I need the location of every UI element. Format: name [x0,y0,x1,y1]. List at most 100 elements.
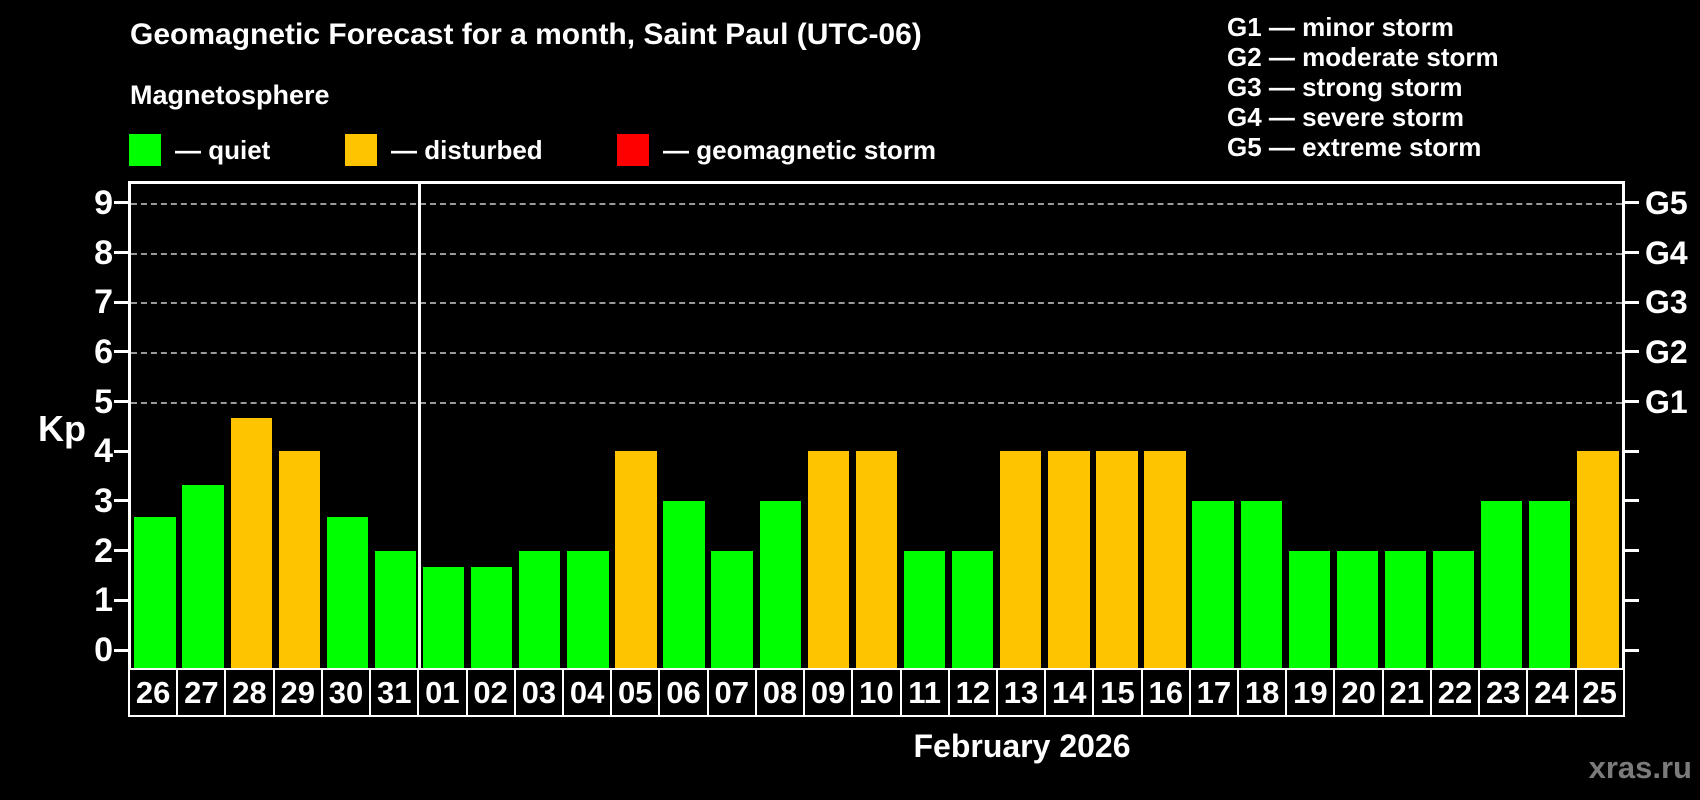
bar-cell-10 [852,184,900,668]
day-label-05: 05 [610,668,661,717]
day-label-12: 12 [947,668,998,717]
bar-cell-24 [1526,184,1574,668]
bar-cell-15 [1093,184,1141,668]
y-tick-left-3 [114,499,128,502]
day-label-21: 21 [1381,668,1432,717]
kp-bar-day-12 [951,551,994,668]
x-axis-day-labels: 26 27 28 29 30 31 01 02 03 04 05 06 07 08 09 10 11 12 13 14… [128,668,1625,717]
y-tick-right-1 [1625,599,1639,602]
day-label-19: 19 [1285,668,1336,717]
day-label-16: 16 [1140,668,1191,717]
legend-item-disturbed: — disturbed [345,134,543,166]
bar-cell-08 [756,184,804,668]
y-tick-left-1 [114,599,128,602]
gridline-kp-8 [131,253,1622,255]
bar-cell-20 [1333,184,1381,668]
day-label-04: 04 [561,668,613,717]
storm-scale-legend: G1 — minor storm G2 — moderate storm G3 … [1227,12,1499,162]
gridline-kp-5 [131,402,1622,404]
legend-item-label: — geomagnetic storm [663,134,937,165]
y-tick-right-3 [1625,499,1639,502]
kp-bar-day-19 [1288,551,1330,668]
day-label-14: 14 [1044,668,1095,717]
day-label-25: 25 [1574,668,1625,717]
bar-cell-04 [564,184,612,668]
bar-cell-21 [1381,184,1429,668]
storm-scale-legend-g1: G1 — minor storm [1227,12,1454,42]
right-scale-label-g1: G1 [1645,384,1688,420]
bar-cell-26 [131,184,179,668]
day-label-13: 13 [995,668,1047,717]
y-tick-left-0 [114,649,128,652]
bar-cell-06 [660,184,708,668]
day-label-23: 23 [1478,668,1529,717]
right-scale-label-g2: G2 [1645,334,1688,370]
quiet-color-swatch [129,134,161,166]
bar-cell-09 [804,184,852,668]
y-tick-right-4 [1625,450,1639,453]
bar-cell-01 [420,184,468,668]
day-label-20: 20 [1333,668,1384,717]
y-tick-label-1: 1 [94,581,113,619]
magnetosphere-legend: — quiet — disturbed — geomagnetic storm [0,134,1100,168]
kp-bar-day-30 [326,517,369,668]
kp-bar-day-17 [1192,501,1234,668]
day-label-11: 11 [899,668,950,717]
y-tick-label-7: 7 [94,283,113,321]
y-tick-label-6: 6 [94,333,113,371]
legend-item-label: — disturbed [391,134,543,165]
kp-bar-day-04 [567,551,609,668]
kp-bar-day-27 [182,485,224,668]
day-label-02: 02 [465,668,516,717]
y-tick-right-0 [1625,649,1639,652]
day-label-10: 10 [851,668,902,717]
bar-cell-30 [323,184,371,668]
day-label-26: 26 [128,668,179,717]
kp-bar-day-20 [1336,551,1379,668]
bar-cell-31 [371,184,419,668]
day-label-30: 30 [320,668,372,717]
day-label-07: 07 [706,668,757,717]
bar-cell-05 [612,184,660,668]
bar-cell-18 [1237,184,1285,668]
kp-bar-day-22 [1432,551,1475,668]
magnetosphere-label: Magnetosphere [130,80,330,110]
y-tick-left-5 [114,400,128,403]
y-tick-right-5 [1625,400,1639,403]
day-label-03: 03 [513,668,564,717]
day-label-08: 08 [754,668,806,717]
kp-bar-day-31 [374,551,417,668]
storm-scale-legend-g3: G3 — strong storm [1227,72,1463,102]
kp-bar-day-24 [1529,501,1571,668]
bar-cell-27 [179,184,227,668]
y-tick-left-4 [114,450,128,453]
day-label-18: 18 [1237,668,1288,717]
day-label-31: 31 [369,668,420,717]
kp-bar-day-14 [1048,451,1090,668]
y-tick-right-6 [1625,350,1639,353]
storm-color-swatch [617,134,649,166]
kp-bar-day-25 [1577,451,1619,668]
kp-bar-day-11 [903,551,946,668]
chart-title: Geomagnetic Forecast for a month, Saint … [130,18,922,51]
watermark: xras.ru [1588,750,1692,785]
kp-bar-day-23 [1480,501,1523,668]
kp-bar-day-28 [230,418,272,668]
day-label-24: 24 [1526,668,1577,717]
bar-cell-29 [275,184,323,668]
kp-bar-day-16 [1144,451,1186,668]
storm-scale-legend-g4: G4 — severe storm [1227,102,1465,132]
kp-bar-day-07 [711,551,753,668]
day-label-17: 17 [1188,668,1240,717]
kp-bar-day-18 [1240,501,1282,668]
legend-item-quiet: — quiet [129,134,270,166]
kp-bar-day-06 [663,501,705,668]
bar-cell-22 [1430,184,1478,668]
month-separator-line [418,184,422,668]
bar-cell-23 [1478,184,1526,668]
kp-bar-day-03 [519,551,561,668]
y-axis-label: Kp [38,408,86,449]
day-label-22: 22 [1429,668,1481,717]
y-tick-left-7 [114,301,128,304]
bar-cell-19 [1285,184,1333,668]
